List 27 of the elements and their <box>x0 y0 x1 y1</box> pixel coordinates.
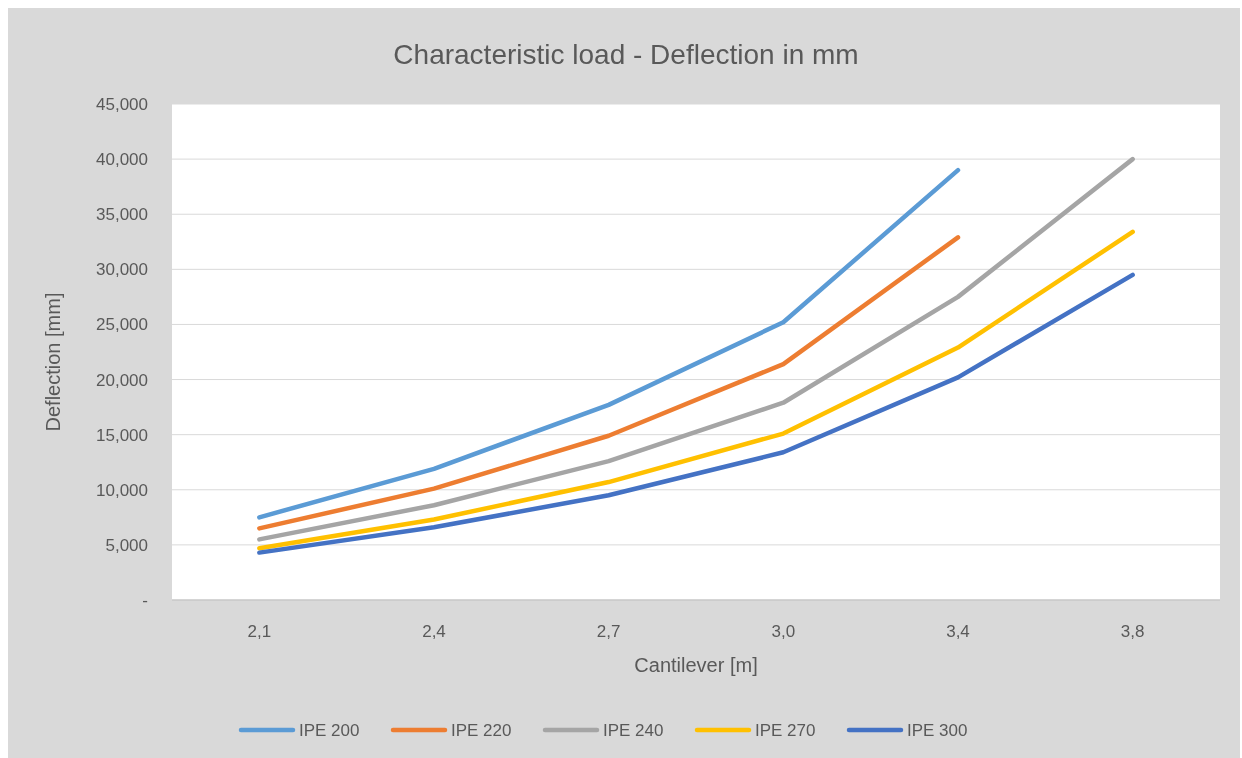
y-axis-title: Deflection [mm] <box>42 292 64 432</box>
chart-title: Characteristic load - Deflection in mm <box>393 39 859 70</box>
y-tick-label: - <box>142 591 148 610</box>
x-tick-label: 3,4 <box>946 622 970 641</box>
legend-label: IPE 300 <box>907 721 968 740</box>
x-axis-title: Cantilever [m] <box>634 654 758 676</box>
line-series <box>257 235 961 531</box>
legend-label: IPE 200 <box>299 721 360 740</box>
x-tick-label: 2,1 <box>247 622 272 641</box>
y-tick-label: 25,000 <box>96 315 148 335</box>
y-tick-label: 15,000 <box>96 425 148 445</box>
y-tick-label: 5,000 <box>105 535 148 555</box>
y-tick-label: 30,000 <box>96 260 148 280</box>
legend-label: IPE 270 <box>755 721 816 740</box>
x-tick-label: 3,8 <box>1120 622 1145 641</box>
y-tick-label: 45,000 <box>96 95 148 114</box>
legend-label: IPE 220 <box>451 721 512 740</box>
y-tick-label: 35,000 <box>96 205 148 225</box>
line-series <box>257 156 1135 542</box>
line-series <box>257 167 961 520</box>
x-tick-label: 2,7 <box>596 622 621 641</box>
y-tick-label: 20,000 <box>96 370 148 390</box>
x-tick-label: 2,4 <box>422 622 446 641</box>
y-tick-label: 40,000 <box>96 150 148 170</box>
legend-label: IPE 240 <box>603 721 664 740</box>
x-tick-label: 3,0 <box>771 622 796 641</box>
y-tick-label: 10,000 <box>96 480 148 500</box>
